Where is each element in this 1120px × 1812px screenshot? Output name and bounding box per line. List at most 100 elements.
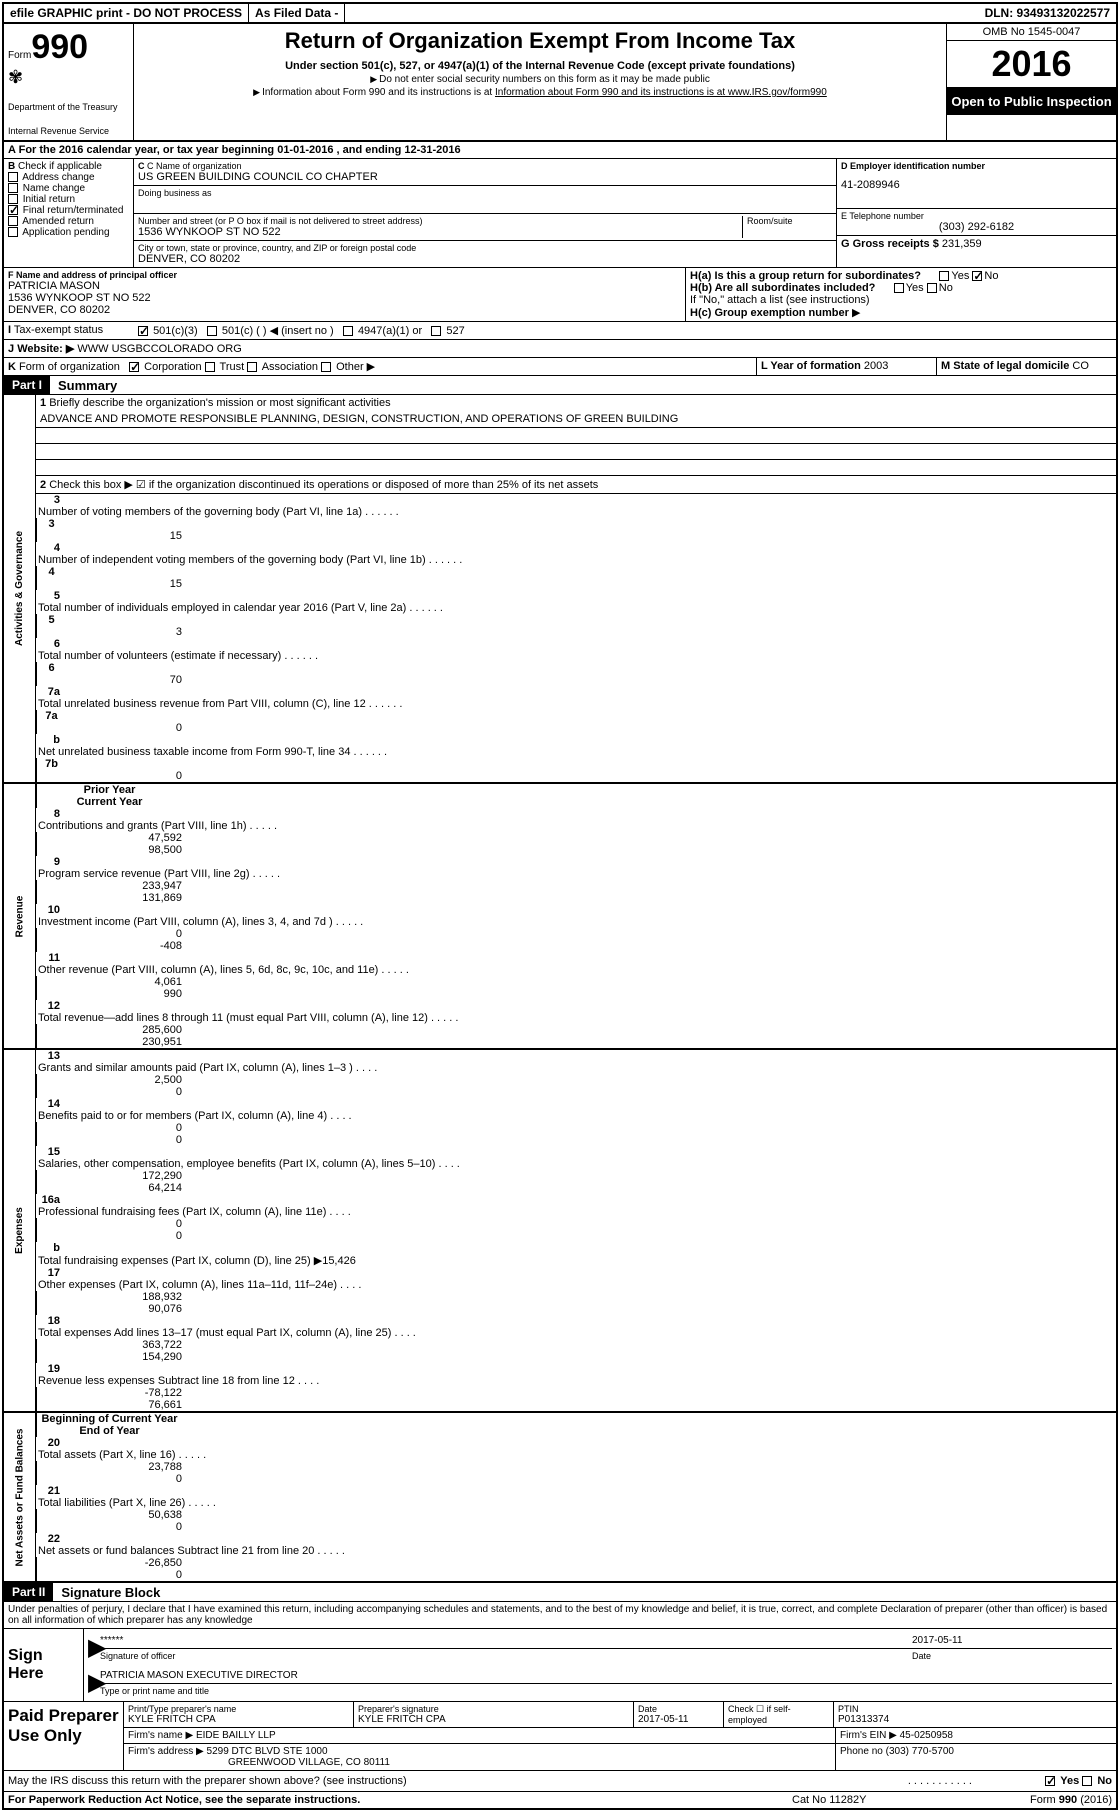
vlabel-revenue: Revenue — [14, 895, 25, 937]
sig-date: 2017-05-11 — [912, 1635, 1112, 1646]
omb-number: OMB No 1545-0047 — [947, 24, 1116, 41]
gov-row: 3Number of voting members of the governi… — [36, 494, 1116, 542]
website-row: J Website: ▶ WWW USGBCCOLORADO ORG — [4, 340, 1116, 358]
ha-no[interactable] — [972, 271, 982, 281]
perjury-declaration: Under penalties of perjury, I declare th… — [4, 1602, 1116, 1629]
irs-link[interactable]: Information about Form 990 and its instr… — [495, 87, 827, 98]
ein-label: D Employer identification number — [841, 161, 985, 171]
formation-year: 2003 — [864, 360, 888, 372]
discuss-row: May the IRS discuss this return with the… — [4, 1771, 1116, 1792]
ptin: P01313374 — [838, 1714, 1112, 1725]
checkbox-final-return[interactable] — [8, 205, 18, 215]
netassets-section: Net Assets or Fund Balances Beginning of… — [4, 1413, 1116, 1583]
org-name-label: C C Name of organization — [138, 161, 832, 171]
header: Form990 ✾ Department of the Treasury Int… — [4, 24, 1116, 142]
checkbox-name-change[interactable] — [8, 183, 18, 193]
room-label: Room/suite — [747, 216, 832, 226]
dln: DLN: 93493132022577 — [979, 4, 1116, 22]
cat-no: Cat No 11282Y — [792, 1794, 972, 1806]
firm-ein: 45-0250958 — [900, 1730, 953, 1741]
officer-group-row: F Name and address of principal officer … — [4, 268, 1116, 322]
form-number: 990 — [31, 28, 88, 66]
governance-section: Activities & Governance 1 Briefly descri… — [4, 395, 1116, 784]
mission-text: ADVANCE AND PROMOTE RESPONSIBLE PLANNING… — [36, 411, 1116, 428]
section-a-tax-year: A For the 2016 calendar year, or tax yea… — [4, 142, 1116, 159]
gov-row: 6Total number of volunteers (estimate if… — [36, 638, 1116, 686]
cb-corp[interactable] — [129, 362, 139, 372]
form-footer: Form 990 (2016) — [972, 1794, 1112, 1806]
hb-label: H(b) Are all subordinates included? — [690, 282, 875, 294]
gov-row: 7aTotal unrelated business revenue from … — [36, 686, 1116, 734]
revenue-row: 10Investment income (Part VIII, column (… — [36, 904, 1116, 952]
cb-501c[interactable] — [207, 326, 217, 336]
firm-name: EIDE BAILLY LLP — [196, 1730, 276, 1741]
cb-4947[interactable] — [343, 326, 353, 336]
public-inspection: Open to Public Inspection — [947, 88, 1116, 115]
expense-row: 15Salaries, other compensation, employee… — [36, 1146, 1116, 1194]
firm-phone: (303) 770-5700 — [886, 1746, 954, 1757]
dba-label: Doing business as — [138, 188, 832, 198]
officer-addr2: DENVER, CO 80202 — [8, 304, 681, 316]
checkbox-amended[interactable] — [8, 216, 18, 226]
discuss-no[interactable] — [1082, 1776, 1092, 1786]
cb-501c3[interactable] — [138, 326, 148, 336]
ein-value: 41-2089946 — [841, 179, 1112, 191]
form-of-org-row: K Form of organization Corporation Trust… — [4, 358, 1116, 376]
gov-row: 4Number of independent voting members of… — [36, 542, 1116, 590]
website-url: WWW USGBCCOLORADO ORG — [77, 343, 241, 355]
checkbox-address-change[interactable] — [8, 172, 18, 182]
ha-yes[interactable] — [939, 271, 949, 281]
note-ssn: Do not enter social security numbers on … — [138, 74, 942, 85]
expense-row: 18Total expenses Add lines 13–17 (must e… — [36, 1315, 1116, 1363]
phone-value: (303) 292-6182 — [841, 221, 1112, 233]
self-employed-check: Check ☐ if self-employed — [728, 1704, 829, 1725]
preparer-sig: KYLE FRITCH CPA — [358, 1714, 629, 1725]
revenue-row: 12Total revenue—add lines 8 through 11 (… — [36, 1000, 1116, 1048]
checkbox-pending[interactable] — [8, 227, 18, 237]
top-bar: efile GRAPHIC print - DO NOT PROCESS As … — [4, 4, 1116, 24]
netassets-row: 20Total assets (Part X, line 16) . . . .… — [36, 1437, 1116, 1485]
gross-receipts-label: G Gross receipts $ — [841, 238, 939, 250]
hc-label: H(c) Group exemption number — [690, 307, 849, 319]
phone-label: E Telephone number — [841, 211, 1112, 221]
expense-row: 19Revenue less expenses Subtract line 18… — [36, 1363, 1116, 1411]
firm-addr1: 5299 DTC BLVD STE 1000 — [207, 1746, 328, 1757]
officer-label: F Name and address of principal officer — [8, 270, 177, 280]
revenue-row: 8Contributions and grants (Part VIII, li… — [36, 808, 1116, 856]
prep-date: 2017-05-11 — [638, 1714, 719, 1725]
hb-no[interactable] — [927, 283, 937, 293]
preparer-name: KYLE FRITCH CPA — [128, 1714, 349, 1725]
part1-header: Part I Summary — [4, 376, 1116, 395]
expense-row: 14Benefits paid to or for members (Part … — [36, 1098, 1116, 1146]
expenses-section: Expenses 13Grants and similar amounts pa… — [4, 1050, 1116, 1413]
officer-printed-name: PATRICIA MASON EXECUTIVE DIRECTOR — [100, 1670, 298, 1681]
discuss-yes[interactable] — [1045, 1776, 1055, 1786]
cb-assoc[interactable] — [247, 362, 257, 372]
gross-receipts-value: 231,359 — [942, 238, 982, 250]
as-filed: As Filed Data - — [249, 4, 345, 22]
hb-yes[interactable] — [894, 283, 904, 293]
form-990-page: efile GRAPHIC print - DO NOT PROCESS As … — [2, 2, 1118, 1810]
sig-stars: ****** — [100, 1635, 912, 1646]
domicile-state: CO — [1072, 360, 1089, 372]
tax-exempt-row: I Tax-exempt status 501(c)(3) 501(c) ( )… — [4, 322, 1116, 340]
form-label: Form — [8, 50, 31, 61]
revenue-section: Revenue Prior Year Current Year 8Contrib… — [4, 784, 1116, 1050]
city-label: City or town, state or province, country… — [138, 243, 832, 253]
cb-other[interactable] — [321, 362, 331, 372]
expense-row: 13Grants and similar amounts paid (Part … — [36, 1050, 1116, 1098]
tax-year: 2016 — [947, 41, 1116, 88]
officer-addr1: 1536 WYNKOOP ST NO 522 — [8, 292, 681, 304]
entity-info: B Check if applicable Address change Nam… — [4, 159, 1116, 268]
gov-row: 5Total number of individuals employed in… — [36, 590, 1116, 638]
hb-attach: If "No," attach a list (see instructions… — [690, 294, 1112, 306]
street-address: 1536 WYNKOOP ST NO 522 — [138, 226, 742, 238]
cb-527[interactable] — [431, 326, 441, 336]
form-title: Return of Organization Exempt From Incom… — [138, 28, 942, 54]
form-subtitle: Under section 501(c), 527, or 4947(a)(1)… — [138, 60, 942, 72]
netassets-row: 21Total liabilities (Part X, line 26) . … — [36, 1485, 1116, 1533]
cb-trust[interactable] — [205, 362, 215, 372]
addr-label: Number and street (or P O box if mail is… — [138, 216, 742, 226]
part2-header: Part II Signature Block — [4, 1583, 1116, 1602]
vlabel-governance: Activities & Governance — [14, 531, 25, 646]
